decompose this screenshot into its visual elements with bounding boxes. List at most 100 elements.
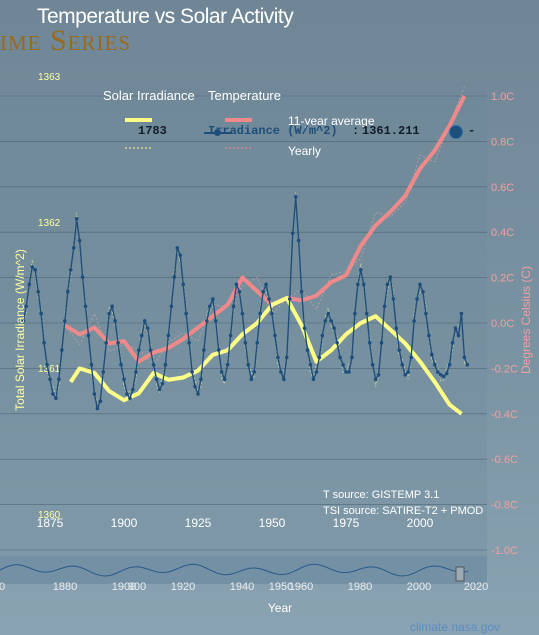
irradiance-point — [157, 387, 162, 392]
irradiance-point — [282, 377, 286, 382]
irradiance-point — [107, 311, 111, 316]
right-tick-label: 0.8C — [491, 136, 514, 148]
irradiance-point — [261, 289, 265, 294]
irradiance-point — [350, 355, 354, 360]
readout-series-label: Irradiance (W/m^2) — [208, 124, 338, 138]
x-tick-label: 1900 — [111, 516, 138, 530]
irradiance-point — [388, 275, 393, 279]
navigator-extra-label: 0 — [0, 581, 5, 593]
irradiance-point — [21, 319, 26, 323]
irradiance-point — [465, 362, 470, 367]
irradiance-point — [98, 399, 103, 404]
irradiance-point — [131, 387, 135, 392]
readout-marker-icon — [450, 126, 462, 138]
irradiance-point — [222, 377, 227, 382]
irradiance-point — [202, 348, 206, 352]
irradiance-point — [113, 319, 117, 323]
readout-separator: : — [352, 124, 360, 138]
readout-value: 1361.211 — [362, 124, 420, 138]
irradiance-point — [418, 282, 422, 287]
series-layer — [21, 86, 470, 416]
irradiance-point — [453, 326, 458, 331]
irradiance-point — [148, 348, 153, 352]
irradiance-point — [237, 289, 242, 294]
irradiance-point — [234, 282, 239, 287]
irradiance-point — [435, 370, 440, 374]
irradiance-point — [424, 311, 428, 316]
right-tick-label: 1.0C — [491, 91, 514, 103]
irradiance-point — [447, 362, 452, 367]
irradiance-point — [456, 333, 461, 338]
right-axis-label: Degrees Celsius (C) — [519, 266, 533, 374]
irradiance-point — [409, 355, 413, 360]
irradiance-point — [39, 311, 43, 316]
irradiance-point — [249, 377, 254, 382]
irradiance-point — [335, 341, 339, 345]
irradiance-point — [216, 348, 221, 352]
right-tick-label: -0.2C — [491, 363, 518, 375]
irradiance-point — [166, 333, 171, 338]
irradiance-point — [462, 355, 467, 360]
irradiance-point — [441, 374, 446, 379]
irradiance-point — [255, 341, 259, 345]
irradiance-point — [125, 392, 129, 396]
irradiance-point — [338, 355, 342, 360]
chart-title: Temperature vs Solar Activity — [37, 5, 294, 28]
x-tick-label: 1975 — [333, 516, 360, 530]
irradiance-point — [187, 341, 191, 345]
irradiance-point — [308, 362, 313, 367]
irradiance-point — [160, 381, 165, 386]
irradiance-point — [394, 326, 399, 331]
irradiance-point — [258, 311, 262, 316]
irradiance-point — [302, 326, 307, 331]
navigator-tick-label: 1940 — [230, 581, 254, 593]
irradiance-point — [430, 352, 434, 357]
irradiance-point — [347, 370, 351, 374]
irradiance-point — [332, 326, 336, 331]
irradiance-point — [30, 265, 35, 269]
irradiance-point — [264, 282, 268, 287]
irradiance-point — [287, 297, 292, 301]
irradiance-point — [293, 195, 298, 199]
right-tick-label: -1.0C — [491, 545, 518, 557]
irradiance-point — [391, 297, 396, 301]
irradiance-point — [385, 282, 390, 287]
temperature-line — [63, 95, 467, 364]
irradiance-point — [373, 377, 378, 382]
irradiance-point — [228, 333, 233, 338]
irradiance-point — [57, 377, 61, 382]
irradiance-point — [89, 362, 94, 367]
irradiance-point — [353, 311, 357, 316]
navigator-handle[interactable] — [455, 566, 465, 582]
irradiance-point — [364, 311, 369, 316]
legend-temperature-label: Temperature — [208, 88, 281, 103]
irradiance-point — [370, 362, 375, 367]
hover-readout: 1783 Irradiance (W/m^2) : 1361.211 - — [108, 124, 478, 142]
irradiance-point — [317, 355, 322, 360]
irradiance-point — [190, 370, 194, 374]
irradiance-point — [83, 304, 88, 309]
irradiance-point — [326, 311, 331, 316]
left-axis-label: Total Solar Irradiance (W/m^2) — [13, 249, 27, 411]
irradiance-point — [367, 341, 372, 345]
irradiance-point — [406, 370, 410, 374]
irradiance-point — [95, 406, 100, 411]
tsi-source: TSI source: SATIRE-T2 + PMOD — [323, 505, 483, 517]
credit-link[interactable]: climate.nasa.gov — [410, 620, 501, 634]
right-tick-label: 0.4C — [491, 227, 514, 239]
navigator-line — [0, 563, 469, 577]
legend-yearly-label: Yearly — [288, 144, 321, 158]
irradiance-point — [267, 297, 271, 301]
x-tick-label: 1925 — [185, 516, 212, 530]
irradiance-point — [74, 216, 79, 221]
irradiance-yearly-line — [22, 191, 468, 404]
irradiance-point — [320, 333, 325, 338]
irradiance-point — [252, 370, 257, 374]
navigator-tick-label: 1900 — [112, 581, 136, 593]
navigator-tick-label: 2020 — [464, 581, 488, 593]
irradiance-point — [219, 370, 224, 374]
irradiance-point — [134, 370, 138, 374]
legend-irradiance-label: Solar Irradiance — [103, 88, 195, 103]
navigator-tick-label: 1980 — [348, 581, 372, 593]
irradiance-point — [36, 289, 40, 294]
